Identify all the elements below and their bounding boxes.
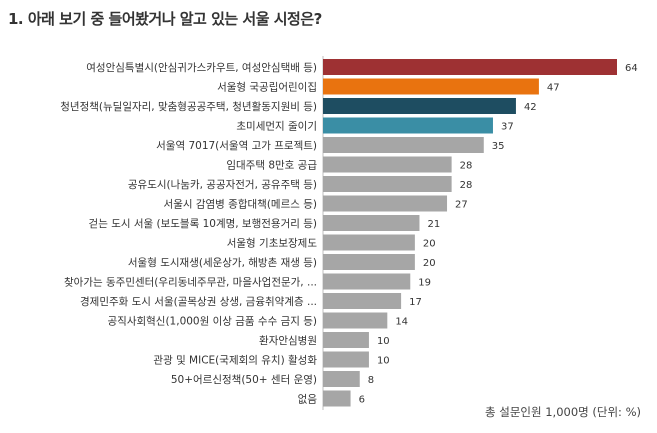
value-label-14: 14	[395, 317, 408, 328]
category-label-17: 50+어르신정책(50+ 센터 운영)	[171, 374, 317, 386]
bar-13	[323, 293, 402, 309]
value-label-8: 27	[455, 200, 468, 211]
value-label-12: 19	[418, 278, 431, 289]
category-label-2: 서울형 국공립어린이집	[217, 81, 317, 94]
category-label-8: 서울시 감염병 종합대책(메르스 등)	[164, 199, 317, 211]
value-label-4: 37	[501, 122, 514, 133]
category-label-9: 걷는 도시 서울 (보도블록 10계명, 보행전용거리 등)	[89, 218, 317, 230]
bar-4	[323, 117, 493, 134]
chart-title: 1. 아래 보기 중 들어봤거나 알고 있는 서울 시정은?	[8, 10, 322, 28]
value-label-1: 64	[625, 63, 638, 74]
bar-18	[323, 390, 351, 407]
category-label-10: 서울형 기초보장제도	[227, 238, 318, 250]
category-label-5: 서울역 7017(서울역 고가 프로젝트)	[156, 140, 317, 152]
category-label-11: 서울형 도시재생(세운상가, 해방촌 재생 등)	[128, 256, 317, 269]
value-label-5: 35	[492, 141, 505, 152]
value-label-7: 28	[460, 180, 473, 191]
value-label-13: 17	[409, 297, 422, 308]
bar-14	[323, 312, 388, 329]
category-label-6: 임대주택 8만호 공급	[226, 159, 317, 172]
bar-6	[323, 156, 452, 173]
bar-2	[323, 78, 539, 95]
value-label-17: 8	[368, 375, 374, 386]
bar-5	[323, 137, 484, 153]
category-label-12: 찾아가는 동주민센터(우리동네주무관, 마을사업전문가, ...	[64, 276, 317, 289]
bar-3	[323, 98, 516, 114]
bar-9	[323, 215, 420, 231]
category-label-7: 공유도시(나눔카, 공공자전거, 공유주택 등)	[128, 179, 317, 191]
bar-7	[323, 176, 452, 192]
value-label-18: 6	[359, 395, 365, 406]
category-label-16: 관광 및 MICE(국제회의 유치) 활성화	[153, 354, 317, 367]
chart-footnote: 총 설문인원 1,000명 (단위: %)	[485, 405, 641, 419]
category-label-14: 공직사회혁신(1,000원 이상 금품 수수 금지 등)	[108, 316, 318, 328]
bar-8	[323, 195, 448, 212]
value-label-2: 47	[547, 83, 560, 94]
category-label-18: 없음	[298, 393, 318, 406]
value-label-6: 28	[460, 161, 473, 172]
value-label-16: 10	[377, 356, 390, 367]
category-label-13: 경제민주화 도시 서울(골목상권 상생, 금융취약계층 ...	[80, 295, 317, 308]
category-label-15: 환자안심병원	[259, 335, 317, 347]
bar-16	[323, 351, 369, 368]
value-label-9: 21	[427, 219, 440, 230]
category-label-1: 여성안심특별시(안심귀가스카우트, 여성안심택배 등)	[86, 62, 317, 74]
category-label-4: 초미세먼지 줄이기	[236, 121, 317, 133]
bar-15	[323, 332, 369, 348]
category-label-3: 청년정책(뉴딜일자리, 맞춤형공공주택, 청년활동지원비 등)	[60, 100, 317, 113]
bar-10	[323, 234, 415, 251]
value-label-15: 10	[377, 336, 390, 347]
bar-12	[323, 273, 411, 290]
value-label-3: 42	[524, 102, 537, 113]
value-label-11: 20	[423, 258, 436, 269]
bar-1	[323, 59, 617, 75]
bar-11	[323, 254, 415, 270]
bar-17	[323, 371, 360, 387]
value-label-10: 20	[423, 239, 436, 250]
